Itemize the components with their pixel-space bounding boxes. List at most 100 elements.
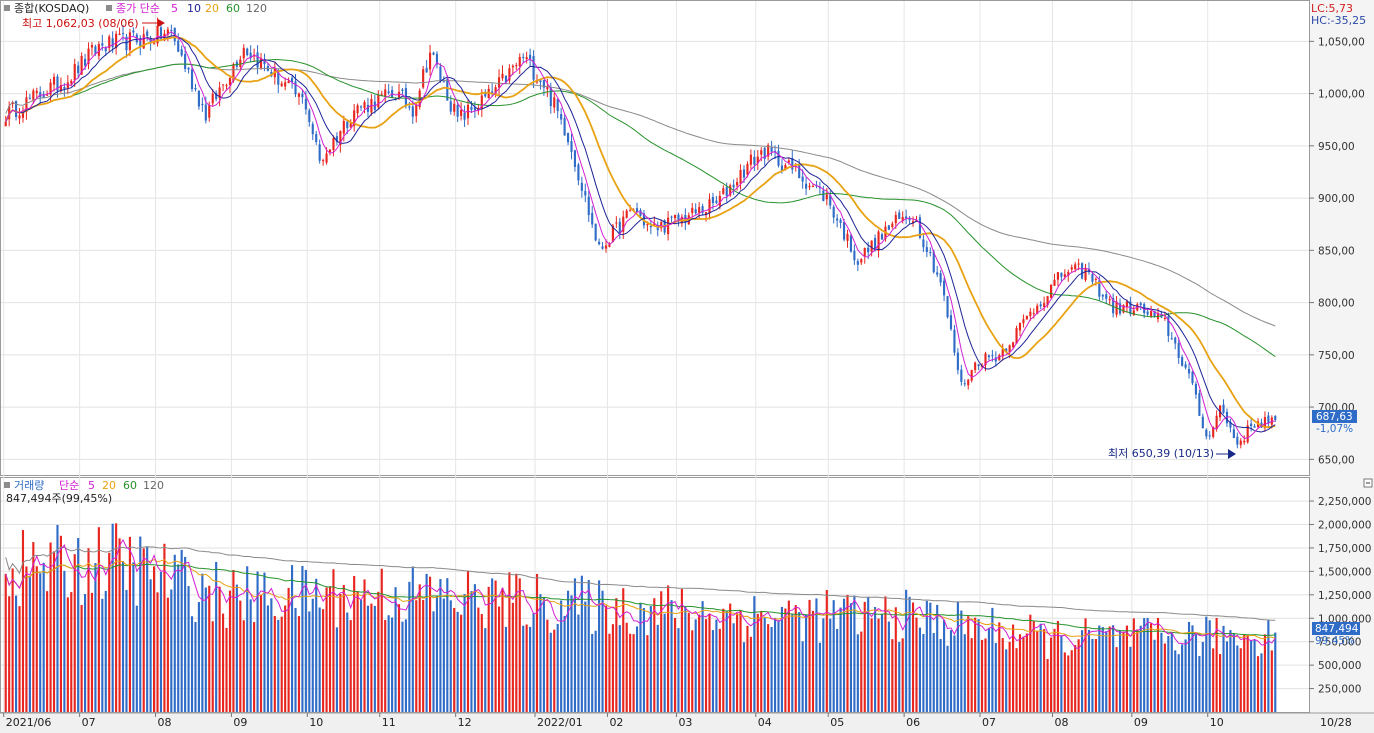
candle-body [121,33,125,35]
volume-bar [1043,629,1046,712]
price-tick-label: 950,00 [1318,141,1355,153]
volume-bar [770,627,773,712]
volume-bar [546,619,549,712]
x-grid [3,1,1209,712]
candle-body [1056,272,1060,280]
candle-body [1053,279,1056,286]
candle-body [315,133,318,142]
last-volume-tag [1312,622,1360,635]
candle-body [522,56,525,58]
candle-body [760,150,763,155]
volume-bar [518,578,521,712]
volume-bar [615,598,618,712]
volume-bar [542,597,545,712]
volume-bar [1187,621,1191,712]
last-volume-pct: 99,45% [1315,635,1355,647]
candle-body [918,217,922,238]
volume-bar [425,573,428,712]
volume-bar [853,595,856,712]
volume-bar [1081,630,1084,712]
candle-body [691,207,694,213]
volume-bar [729,603,732,712]
volume-bar [742,642,746,712]
volume-bar [704,619,708,712]
volume-bar [1184,639,1187,712]
candle-body [667,217,670,235]
volume-bar [529,626,532,712]
low-marker-label: 최저 650,39 (10/13) [1108,447,1214,460]
volume-bar [832,600,835,712]
candle-body [1039,304,1042,307]
volume-bar [867,596,870,712]
volume-bar [1236,645,1239,712]
volume-bar [967,616,970,712]
volume-bar [677,628,680,712]
volume-bar [380,568,383,712]
volume-bar [142,548,145,712]
volume-bar [473,584,476,712]
candle-body [546,86,549,90]
candle-body [353,110,356,127]
candle-body [880,234,884,240]
candle-body [318,144,321,161]
volume-bar [280,616,283,712]
candle-body [132,30,135,33]
volume-bar [401,621,404,712]
volume-bar [791,614,794,712]
candle-body [1153,310,1156,317]
candle-body [1229,421,1232,428]
volume-bar [480,614,483,712]
volume-bar [59,535,62,712]
candle-body [208,105,211,118]
volume-bar [1174,650,1177,712]
candle-body [656,225,659,231]
candle-body [511,65,514,68]
x-tick-label: 08 [158,716,172,729]
candle-body [49,82,52,95]
candle-body [204,104,207,121]
volume-bar [1060,635,1063,712]
candle-body [211,93,214,104]
volume-bar [874,607,877,712]
volume-bar [601,590,604,712]
volume-bar [18,606,21,712]
x-tick-label: 05 [830,716,844,729]
candle-body [311,124,314,135]
candle-body [677,214,680,222]
candle-body [470,106,473,110]
candle-body [242,47,245,59]
volume-bar [173,554,176,712]
volume-bar [908,596,911,712]
candle-body [532,56,535,80]
volume-bar [1098,625,1101,712]
candle-body [401,89,404,91]
volume-bar [922,633,925,712]
volume-bar [1094,639,1097,712]
candle-body [849,235,853,252]
volume-ma-20: 20 [102,479,116,492]
candle-body [646,224,649,226]
volume-bar [94,563,97,712]
volume-bar [132,562,135,712]
candle-body [1222,404,1225,413]
volume-bar [656,624,659,712]
candle-body [877,231,880,251]
volume-legend-name[interactable]: 거래량 [14,479,44,492]
candle-body [563,118,566,136]
volume-bar [494,580,497,712]
price-legend-name[interactable]: 종합(KOSDAQ) [14,2,89,15]
volume-bar [1267,620,1270,712]
candle-body [70,80,73,84]
ma120-line [5,63,1276,327]
volume-bar [301,565,304,712]
candle-body [587,196,590,216]
candle-body [694,209,697,214]
candle-body [21,112,25,118]
candle-body [922,239,925,248]
volume-bar [763,617,766,712]
volume-bar [449,600,452,712]
volume-legend-box-icon[interactable] [4,482,10,488]
price-legend-box-icon[interactable] [4,5,10,11]
volume-bar [1198,656,1201,712]
volume-bar [46,591,49,712]
